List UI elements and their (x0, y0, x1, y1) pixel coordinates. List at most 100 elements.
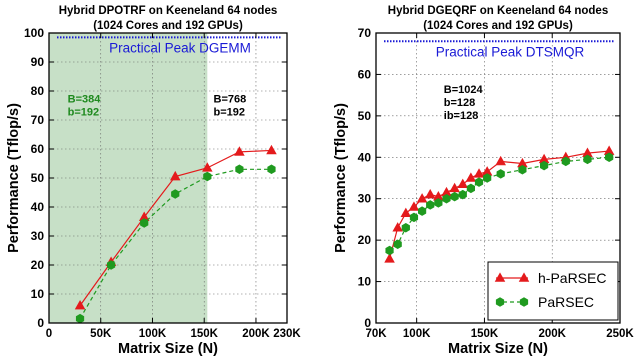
legend-marker (495, 297, 505, 307)
y-tick-label: 50 (358, 109, 372, 123)
legend: h-PaRSEC PaRSEC (487, 261, 619, 321)
data-point (466, 183, 476, 194)
data-point (235, 164, 244, 175)
chart-2: Hybrid DGEQRF on Keeneland 64 nodes (1024… (333, 5, 634, 356)
x-tick-label: 200K (242, 328, 270, 340)
data-point (495, 155, 506, 166)
y-tick-label: 50 (31, 171, 45, 185)
data-point (400, 207, 412, 218)
data-point (408, 201, 420, 211)
y-tick-label: 70 (358, 26, 372, 40)
y-tick-label: 60 (358, 67, 372, 81)
y-axis-label: Performance (Tflop/s) (6, 103, 22, 253)
annotation-text: b=192 (68, 107, 100, 119)
y-tick-label: 70 (31, 113, 45, 127)
annotation-text: b=128 (444, 97, 476, 109)
y-tick-label: 30 (358, 192, 372, 206)
data-point (417, 206, 427, 216)
data-point (409, 212, 419, 223)
data-point (474, 177, 484, 187)
y-tick-label: 30 (31, 229, 45, 243)
y-tick-label: 100 (24, 26, 44, 40)
annotation-text: b=192 (214, 107, 246, 119)
data-point (605, 152, 614, 163)
x-tick-label: 50K (90, 328, 112, 340)
annotation-text: B=384 (68, 94, 102, 106)
data-point (75, 313, 85, 324)
plot-frame (375, 32, 621, 324)
y-tick-label: 40 (358, 150, 372, 164)
x-tick-label: 230K (273, 328, 301, 340)
data-point (496, 169, 505, 179)
y-tick-label: 10 (358, 275, 372, 289)
chart-title: Hybrid DPOTRF on Keeneland 64 nodes (59, 5, 278, 17)
series-line (388, 150, 610, 259)
data-point (416, 193, 428, 203)
x-tick-label: 150K (471, 328, 499, 340)
x-tick-label: 0 (46, 328, 52, 340)
data-point (518, 164, 527, 175)
data-point (267, 164, 276, 175)
data-point (465, 172, 477, 182)
x-tick-label: 100K (139, 328, 167, 340)
chart-1: Hybrid DPOTRF on Keeneland 64 nodes (1024… (6, 5, 301, 356)
data-point (393, 239, 402, 250)
y-tick-label: 0 (37, 316, 44, 330)
x-axis-label: Matrix Size (N) (118, 341, 218, 356)
data-point (202, 162, 213, 172)
chart-title: Hybrid DGEQRF on Keeneland 64 nodes (388, 5, 608, 17)
data-point (473, 168, 485, 178)
annotation-text: B=1024 (444, 84, 484, 96)
data-point (401, 222, 410, 233)
data-point (583, 154, 592, 165)
annotation-text: ib=128 (444, 110, 479, 122)
data-point (392, 222, 403, 232)
data-point (106, 260, 116, 270)
data-point (385, 245, 394, 256)
data-point (426, 200, 435, 210)
data-point (203, 171, 212, 182)
data-point (449, 182, 460, 193)
series-PaRSEC (385, 152, 614, 256)
data-point (384, 253, 395, 263)
data-point (424, 188, 436, 199)
data-point (234, 146, 245, 156)
legend-marker (494, 272, 506, 282)
legend-marker (518, 272, 530, 282)
data-point (171, 189, 180, 199)
x-axis-label: Matrix Size (N) (448, 341, 548, 356)
data-point (450, 191, 459, 202)
chart-subtitle: (1024 Cores and 192 GPUs) (423, 20, 573, 32)
legend-marker (519, 297, 529, 307)
reference-line-label: Practical Peak DTSMQR (436, 44, 585, 59)
data-point (140, 218, 149, 228)
data-point (169, 170, 181, 181)
x-tick-label: 200K (538, 328, 566, 340)
series-PaRSEC (75, 164, 276, 324)
data-point (457, 178, 469, 189)
y-tick-label: 20 (358, 233, 372, 247)
data-point (483, 173, 492, 183)
data-point (458, 189, 467, 200)
reference-line-label: Practical Peak DGEMM (109, 40, 251, 55)
annotation-text: B=768 (214, 94, 247, 106)
x-tick-label: 70K (365, 328, 387, 340)
data-point (561, 156, 570, 167)
legend-box (487, 261, 619, 321)
y-axis-label: Performance (Tflop/s) (333, 103, 349, 253)
shaded-region (49, 33, 208, 323)
data-point (266, 144, 277, 155)
data-point (442, 193, 451, 204)
data-point (434, 198, 443, 208)
y-tick-label: 20 (31, 258, 45, 272)
legend-label: h-PaRSEC (538, 270, 606, 286)
data-point (74, 299, 86, 310)
y-tick-label: 40 (31, 200, 45, 214)
series-h-PaRSEC (384, 145, 615, 263)
y-tick-label: 0 (364, 316, 371, 330)
x-tick-label: 100K (403, 328, 431, 340)
legend-label: PaRSEC (538, 294, 594, 310)
y-tick-label: 80 (31, 84, 45, 98)
y-tick-label: 60 (31, 142, 45, 156)
